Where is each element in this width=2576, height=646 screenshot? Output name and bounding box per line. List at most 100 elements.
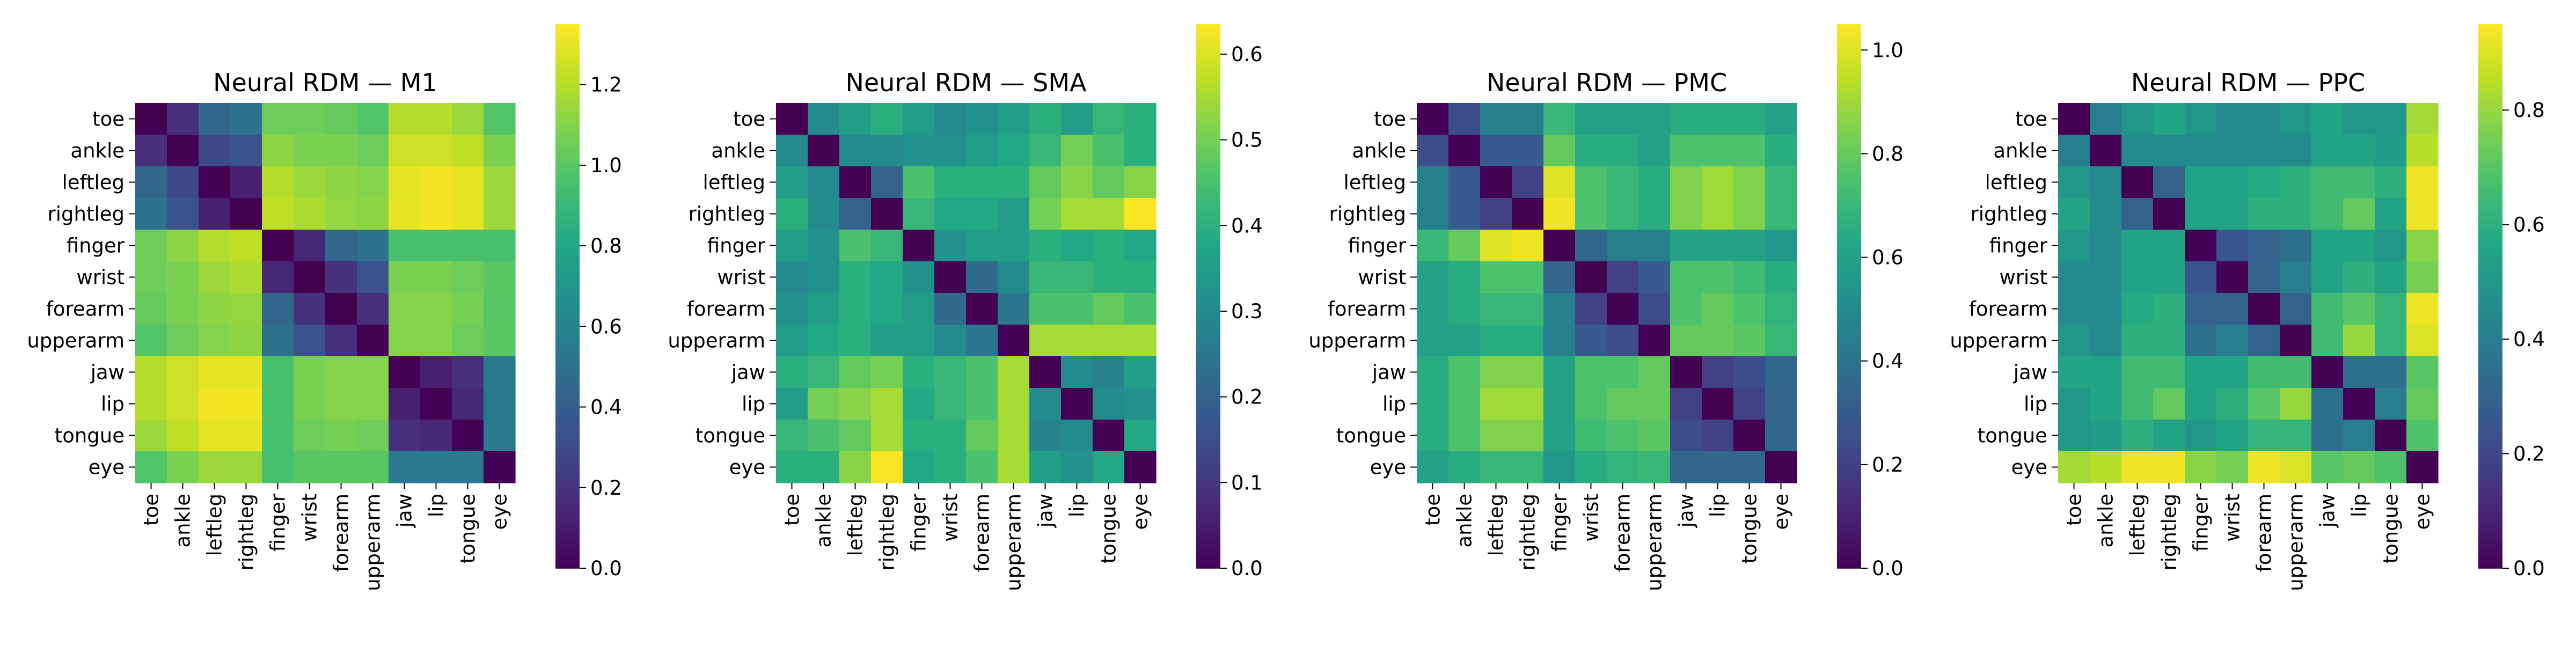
y-tick-label-jaw: jaw bbox=[1372, 361, 1406, 384]
heatmap-cell-leftleg-rightleg bbox=[2153, 166, 2185, 199]
colorbar-segment bbox=[1196, 517, 1220, 522]
colorbar-segment bbox=[1196, 534, 1220, 538]
heatmap-cell-toe-finger bbox=[2185, 103, 2217, 135]
colorbar-segment bbox=[2478, 483, 2502, 487]
colorbar-segment bbox=[555, 129, 580, 134]
colorbar-segment bbox=[2478, 140, 2502, 144]
heatmap-cell-leftleg-toe bbox=[1417, 166, 1449, 199]
colorbar-segment bbox=[555, 561, 580, 566]
heatmap-cell-forearm-jaw bbox=[1029, 293, 1062, 325]
heatmap-cell-ankle-eye bbox=[1124, 135, 1157, 167]
heatmap-cell-ankle-ankle bbox=[808, 135, 840, 167]
colorbar-segment bbox=[555, 170, 580, 174]
heatmap-cell-upperarm-forearm bbox=[2248, 325, 2280, 357]
colorbar-segment bbox=[1196, 303, 1220, 307]
y-tick-label-upperarm: upperarm bbox=[1950, 329, 2047, 353]
heatmap-cell-finger-ankle bbox=[808, 230, 840, 262]
heatmap-cell-jaw-toe bbox=[135, 356, 167, 388]
colorbar-segment bbox=[2478, 245, 2502, 249]
colorbar-segment bbox=[1837, 58, 1861, 62]
heatmap-cell-tongue-finger bbox=[262, 420, 294, 452]
colorbar-segment bbox=[555, 92, 580, 96]
colorbar-segment bbox=[2478, 340, 2502, 344]
colorbar-segment bbox=[1837, 68, 1861, 72]
colorbar-segment bbox=[1837, 442, 1861, 446]
colorbar-tick-label: 0.0 bbox=[1231, 557, 1263, 580]
colorbar-segment bbox=[555, 55, 580, 59]
colorbar-segment bbox=[555, 496, 580, 501]
heatmap-cell-lip-ankle bbox=[808, 388, 840, 420]
heatmap-cell-rightleg-tongue bbox=[2375, 198, 2407, 230]
heatmap-cell-eye-forearm bbox=[2248, 451, 2280, 483]
colorbar-segment bbox=[1837, 551, 1861, 555]
panel-title: Neural RDM — PMC bbox=[1487, 68, 1727, 97]
x-tick-label-finger: finger bbox=[2190, 493, 2213, 552]
heatmap-cell-toe-leftleg bbox=[839, 103, 872, 135]
heatmap-cell-ankle-tongue bbox=[2375, 135, 2407, 167]
heatmap-cell-wrist-jaw bbox=[389, 261, 421, 293]
heatmap-cell-forearm-ankle bbox=[1448, 293, 1481, 325]
heatmap-cell-toe-rightleg bbox=[230, 103, 262, 135]
heatmap-cell-ankle-forearm bbox=[1607, 135, 1639, 167]
colorbar-segment bbox=[1837, 557, 1861, 562]
heatmap-cell-upperarm-leftleg bbox=[839, 325, 872, 357]
colorbar-segment bbox=[2478, 313, 2502, 317]
colorbar-segment bbox=[1837, 527, 1861, 532]
colorbar-segment bbox=[555, 320, 580, 324]
heatmap-cell-upperarm-lip bbox=[420, 325, 452, 357]
heatmap-cell-lip-wrist bbox=[294, 388, 326, 420]
colorbar-segment bbox=[1196, 429, 1220, 433]
heatmap-cell-upperarm-lip bbox=[2343, 325, 2375, 357]
colorbar-segment bbox=[2478, 82, 2502, 86]
colorbar-segment bbox=[555, 38, 580, 42]
colorbar-segment bbox=[1196, 551, 1220, 555]
colorbar-segment bbox=[1837, 24, 1861, 28]
colorbar-segment bbox=[1196, 143, 1220, 147]
heatmap-cell-finger-finger bbox=[1543, 230, 1576, 262]
colorbar-segment bbox=[1837, 354, 1861, 358]
heatmap-cell-rightleg-tongue bbox=[452, 198, 484, 230]
heatmap-cell-finger-toe bbox=[2058, 230, 2090, 262]
heatmap-cell-jaw-lip bbox=[420, 356, 452, 388]
colorbar-tick-label: 0.6 bbox=[590, 315, 622, 338]
heatmap-cell-toe-forearm bbox=[966, 103, 998, 135]
colorbar-segment bbox=[1196, 116, 1220, 120]
panel-ppc: Neural RDM — PPC toe ankle leftleg rightleg f… bbox=[1950, 24, 2545, 591]
colorbar-segment bbox=[1837, 269, 1861, 273]
colorbar-segment bbox=[1837, 221, 1861, 225]
colorbar-segment bbox=[2478, 422, 2502, 426]
colorbar-segment bbox=[1196, 378, 1220, 382]
heatmap-cell-leftleg-tongue bbox=[1093, 166, 1125, 199]
colorbar-segment bbox=[555, 313, 580, 317]
heatmap-cell-upperarm-leftleg bbox=[199, 325, 231, 357]
y-tick-label-tongue: tongue bbox=[1978, 424, 2047, 447]
colorbar-segment bbox=[1196, 371, 1220, 375]
colorbar-segment bbox=[555, 520, 580, 525]
colorbar-tick-label: 0.4 bbox=[2513, 328, 2545, 351]
colorbar-segment bbox=[555, 524, 580, 528]
heatmap-cell-lip-lip bbox=[420, 388, 452, 420]
x-tick-label-forearm: forearm bbox=[971, 494, 994, 572]
colorbar-segment bbox=[1837, 119, 1861, 123]
heatmap-cell-rightleg-eye bbox=[1765, 198, 1797, 230]
colorbar-segment bbox=[1196, 313, 1220, 317]
colorbar-segment bbox=[1837, 65, 1861, 69]
heatmap-cell-jaw-ankle bbox=[1448, 356, 1481, 388]
colorbar-segment bbox=[2478, 337, 2502, 341]
heatmap-cell-rightleg-wrist bbox=[2216, 198, 2249, 230]
colorbar-segment bbox=[2478, 551, 2502, 555]
heatmap-cell-forearm-tongue bbox=[452, 293, 484, 325]
colorbar-segment bbox=[1837, 41, 1861, 45]
colorbar-segment bbox=[1837, 275, 1861, 280]
colorbar-segment bbox=[555, 292, 580, 297]
colorbar-segment bbox=[1837, 547, 1861, 552]
colorbar-segment bbox=[1837, 378, 1861, 382]
colorbar-segment bbox=[555, 126, 580, 130]
colorbar-segment bbox=[555, 85, 580, 90]
colorbar-segment bbox=[1196, 153, 1220, 157]
colorbar-segment bbox=[1837, 398, 1861, 402]
colorbar-segment bbox=[1196, 180, 1220, 185]
heatmap-cell-wrist-finger bbox=[1543, 261, 1576, 293]
heatmap-cell-ankle-toe bbox=[776, 135, 808, 167]
heatmap-cell-finger-lip bbox=[2343, 230, 2375, 262]
